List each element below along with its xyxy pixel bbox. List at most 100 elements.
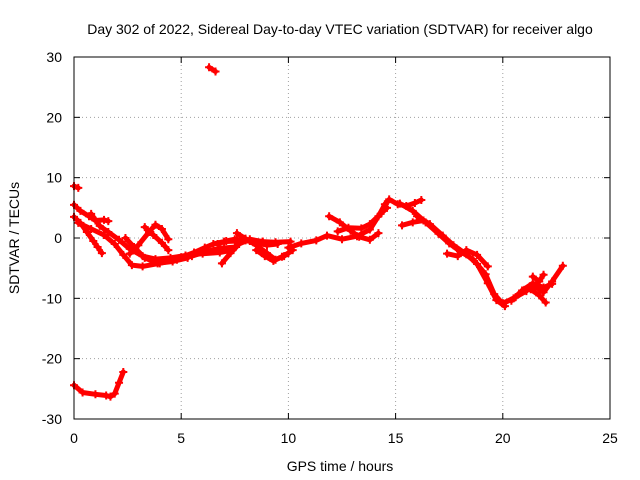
data-point <box>115 235 124 244</box>
data-point <box>93 243 102 252</box>
data-point <box>548 279 557 288</box>
data-point <box>190 248 199 257</box>
data-point <box>74 183 83 192</box>
data-point <box>230 235 239 244</box>
data-point <box>277 252 286 261</box>
data-point <box>100 215 109 224</box>
data-point <box>164 235 173 244</box>
data-point <box>110 389 119 398</box>
tick-layer: 0 5 10 15 20 25 -30 -20 -10 0 10 20 30 <box>42 49 618 446</box>
data-point <box>140 223 149 232</box>
data-point <box>119 367 128 376</box>
data-point <box>104 227 113 236</box>
data-point <box>177 253 186 262</box>
y-tick-label: 20 <box>46 109 62 125</box>
data-point <box>374 229 383 238</box>
data-point <box>335 218 344 227</box>
data-point <box>140 253 149 262</box>
data-point <box>365 235 374 244</box>
data-point <box>365 220 374 229</box>
data-point <box>76 206 85 215</box>
data-point <box>95 221 104 230</box>
data-point <box>115 378 124 387</box>
x-tick-label: 10 <box>281 430 297 446</box>
data-point <box>157 238 166 247</box>
data-point <box>217 259 226 268</box>
data-point <box>151 220 160 229</box>
data-point <box>157 224 166 233</box>
data-point <box>417 195 426 204</box>
data-point <box>297 239 306 248</box>
series-track-14 <box>326 213 381 243</box>
data-point <box>110 240 119 249</box>
data-point <box>483 262 492 271</box>
data-point <box>119 250 128 259</box>
data-point <box>200 243 209 252</box>
data-point <box>413 212 422 221</box>
data-point <box>443 249 452 258</box>
data-point <box>357 224 366 233</box>
data-point <box>535 291 544 300</box>
data-point <box>376 209 385 218</box>
x-axis-label: GPS time / hours <box>287 458 394 474</box>
x-tick-label: 25 <box>602 430 618 446</box>
data-point <box>312 236 321 245</box>
data-point <box>425 220 434 229</box>
data-point <box>338 235 346 244</box>
data-point <box>438 231 447 240</box>
y-tick-label: -30 <box>42 411 62 427</box>
data-point <box>286 237 295 246</box>
data-point <box>226 249 235 258</box>
data-point <box>74 218 83 227</box>
data-point <box>235 240 244 249</box>
x-tick-label: 5 <box>177 430 185 446</box>
y-tick-label: 30 <box>46 49 62 65</box>
data-point <box>483 279 492 288</box>
data-point <box>408 206 417 215</box>
data-point <box>539 270 548 279</box>
data-point <box>121 234 130 242</box>
data-point <box>87 209 96 218</box>
data-layer <box>70 63 567 401</box>
data-point <box>333 227 342 236</box>
x-tick-label: 0 <box>70 430 78 446</box>
data-point <box>104 217 113 226</box>
data-point <box>262 241 271 250</box>
data-point <box>344 223 353 232</box>
data-point <box>385 195 394 204</box>
data-point <box>449 241 458 250</box>
data-point <box>269 256 278 265</box>
data-point <box>322 231 331 240</box>
y-tick-label: 10 <box>46 170 62 186</box>
data-point <box>232 229 241 238</box>
data-point <box>492 296 501 305</box>
data-point <box>453 252 462 261</box>
data-point <box>558 261 567 270</box>
data-point <box>526 285 535 294</box>
data-point <box>260 252 269 261</box>
data-point <box>252 246 261 255</box>
data-point <box>325 212 334 221</box>
series-track-6 <box>127 222 171 257</box>
data-point <box>518 286 527 295</box>
data-point <box>535 277 544 286</box>
data-point <box>134 241 143 250</box>
data-point <box>138 262 147 271</box>
data-point <box>419 216 428 225</box>
x-tick-label: 20 <box>495 430 511 446</box>
data-point <box>507 296 516 305</box>
data-point <box>528 272 537 281</box>
data-point <box>153 259 162 268</box>
data-point <box>408 218 417 227</box>
data-point <box>273 240 282 249</box>
data-point <box>125 249 134 258</box>
data-point <box>498 299 507 308</box>
y-tick-label: -20 <box>42 351 62 367</box>
data-point <box>97 249 106 258</box>
data-point <box>284 243 293 252</box>
y-tick-label: 0 <box>54 230 62 246</box>
data-point <box>87 224 96 233</box>
data-point <box>205 63 214 72</box>
data-point <box>241 234 250 243</box>
